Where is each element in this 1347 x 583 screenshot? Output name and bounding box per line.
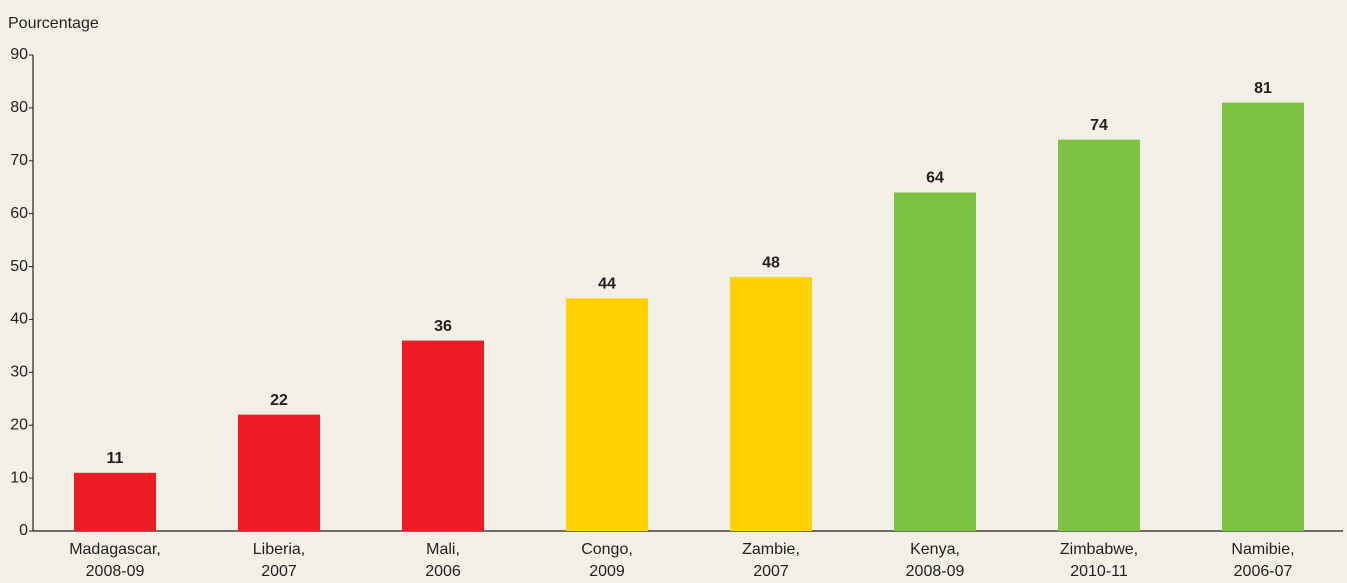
value-label: 11 — [107, 450, 124, 467]
value-label: 36 — [434, 318, 452, 335]
x-tick-label: Liberia, — [253, 541, 305, 558]
x-tick-label: 2006 — [425, 563, 461, 580]
value-label: 48 — [762, 254, 780, 271]
bar — [566, 298, 648, 531]
bar — [402, 340, 484, 531]
x-tick-label: 2008-09 — [906, 563, 965, 580]
x-tick-label: Zambie, — [742, 541, 800, 558]
bar — [730, 277, 812, 531]
bar — [74, 472, 156, 531]
y-tick-label: 60 — [10, 205, 28, 222]
value-label: 44 — [598, 276, 616, 293]
y-tick-label: 30 — [10, 364, 28, 381]
y-tick-label: 0 — [19, 522, 28, 539]
x-tick-label: Zimbabwe, — [1060, 541, 1138, 558]
value-label: 81 — [1254, 80, 1272, 97]
x-tick-label: Congo, — [581, 541, 633, 558]
x-tick-label: 2007 — [261, 563, 297, 580]
x-tick-label: 2008-09 — [86, 563, 145, 580]
y-tick-label: 90 — [10, 46, 28, 63]
bar — [1058, 139, 1140, 531]
bar — [894, 192, 976, 531]
value-label: 22 — [270, 392, 288, 409]
x-tick-label: 2007 — [753, 563, 789, 580]
x-tick-label: Madagascar, — [69, 541, 161, 558]
x-tick-label: Namibie, — [1231, 541, 1294, 558]
y-tick-label: 10 — [10, 469, 28, 486]
y-tick-label: 50 — [10, 258, 28, 275]
x-tick-label: 2010-11 — [1070, 563, 1128, 580]
bar — [238, 414, 320, 531]
y-tick-label: 40 — [10, 311, 28, 328]
x-tick-label: Mali, — [426, 541, 460, 558]
value-label: 74 — [1090, 117, 1108, 134]
y-tick-label: 80 — [10, 99, 28, 116]
x-tick-label: 2006-07 — [1234, 563, 1293, 580]
bar — [1222, 102, 1304, 531]
x-tick-label: 2009 — [589, 563, 625, 580]
y-tick-label: 70 — [10, 152, 28, 169]
y-tick-label: 20 — [10, 416, 28, 433]
value-label: 64 — [926, 170, 944, 187]
x-tick-label: Kenya, — [910, 541, 960, 558]
y-axis-label: Pourcentage — [8, 15, 99, 32]
